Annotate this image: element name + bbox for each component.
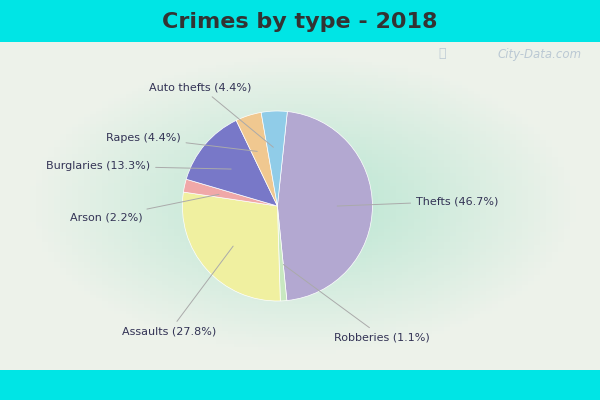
Text: Rapes (4.4%): Rapes (4.4%) [106, 133, 257, 151]
Text: Assaults (27.8%): Assaults (27.8%) [122, 246, 233, 336]
Text: Crimes by type - 2018: Crimes by type - 2018 [162, 12, 438, 32]
Wedge shape [277, 112, 373, 300]
Wedge shape [277, 206, 287, 301]
Text: City-Data.com: City-Data.com [498, 48, 582, 61]
Text: Thefts (46.7%): Thefts (46.7%) [337, 196, 499, 206]
Wedge shape [186, 120, 277, 206]
Text: ⓘ: ⓘ [438, 47, 445, 60]
Text: Burglaries (13.3%): Burglaries (13.3%) [46, 161, 231, 171]
Wedge shape [182, 192, 280, 301]
Text: Arson (2.2%): Arson (2.2%) [70, 194, 219, 222]
Wedge shape [184, 179, 277, 206]
Wedge shape [261, 111, 287, 206]
Text: Auto thefts (4.4%): Auto thefts (4.4%) [149, 82, 274, 147]
Wedge shape [236, 112, 277, 206]
Text: Robberies (1.1%): Robberies (1.1%) [283, 264, 430, 342]
